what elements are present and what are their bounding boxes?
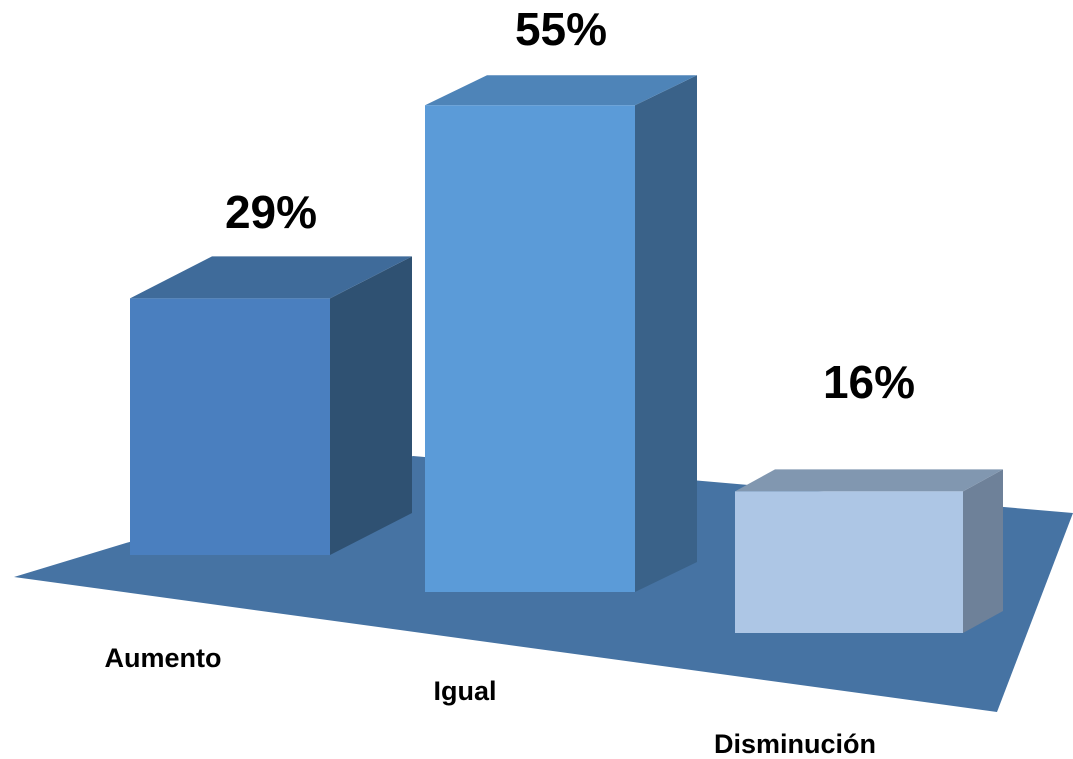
bars-layer — [130, 75, 1003, 633]
value-label: 55% — [515, 3, 607, 55]
bar-front-face — [130, 298, 330, 555]
bar-aumento — [130, 256, 412, 555]
bar-front-face — [425, 105, 635, 592]
bar-side-face — [635, 75, 697, 592]
bar-side-face — [963, 469, 1003, 633]
category-label: Aumento — [105, 643, 222, 673]
bar-top-face — [425, 75, 697, 106]
bar-side-face — [330, 256, 412, 555]
bar-disminución — [735, 469, 1003, 633]
value-labels-layer: 29% 55% 16% — [225, 3, 915, 408]
category-label: Igual — [433, 676, 496, 706]
value-label: 29% — [225, 186, 317, 238]
bar-igual — [425, 75, 697, 592]
bar-front-face — [735, 491, 963, 633]
bar-top-face — [735, 469, 1003, 492]
category-labels-layer: Aumento Igual Disminución — [105, 643, 877, 759]
value-label: 16% — [823, 356, 915, 408]
bar-top-face — [130, 256, 412, 299]
category-label: Disminución — [714, 729, 876, 759]
